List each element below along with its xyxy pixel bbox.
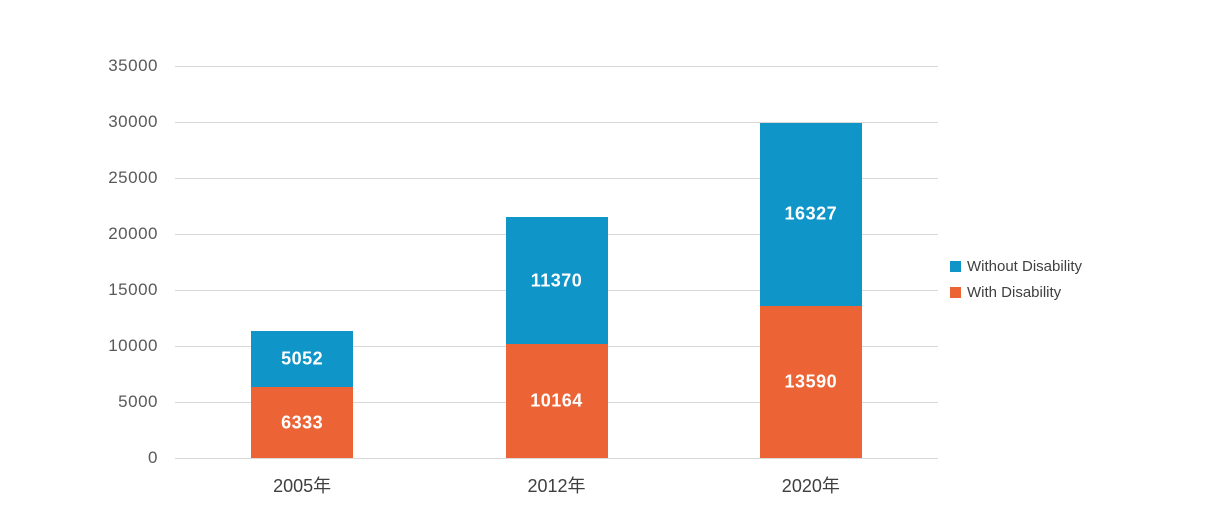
y-tick-label: 15000 bbox=[108, 280, 158, 299]
bar-segment: 11370 bbox=[505, 216, 608, 345]
x-tick-label: 2012年 bbox=[527, 476, 586, 496]
legend-item: Without Disability bbox=[950, 258, 1082, 275]
legend: Without Disability With Disability bbox=[950, 258, 1082, 301]
y-axis: 0 5000 10000 15000 20000 25000 30000 35000 bbox=[0, 56, 158, 467]
y-tick-label: 5000 bbox=[118, 392, 158, 411]
bar-segment: 6333 bbox=[251, 387, 354, 458]
y-tick-label: 35000 bbox=[108, 56, 158, 75]
data-label: 13590 bbox=[784, 371, 838, 392]
data-label: 16327 bbox=[784, 203, 838, 224]
bar-segment: 10164 bbox=[505, 344, 608, 458]
data-label: 10164 bbox=[530, 390, 583, 411]
data-label: 5052 bbox=[281, 348, 324, 369]
data-label: 11370 bbox=[530, 270, 583, 290]
y-tick-label: 30000 bbox=[108, 112, 158, 131]
gridline bbox=[175, 458, 938, 459]
gridline bbox=[175, 66, 938, 67]
legend-label: Without Disability bbox=[967, 258, 1083, 275]
y-tick-label: 0 bbox=[148, 448, 158, 467]
plot-area: 6333 5052 10164 11370 13590 16327 bbox=[175, 66, 938, 459]
legend-swatch-icon bbox=[950, 287, 961, 298]
y-tick-label: 25000 bbox=[108, 168, 158, 187]
legend-swatch-icon bbox=[950, 261, 961, 272]
bar-2005年: 6333 5052 bbox=[251, 330, 354, 458]
y-tick-label: 10000 bbox=[108, 336, 158, 355]
bar-segment: 13590 bbox=[759, 305, 862, 458]
legend-item: With Disability bbox=[950, 284, 1082, 301]
x-tick-label: 2005年 bbox=[273, 476, 332, 496]
data-label: 6333 bbox=[281, 412, 324, 433]
gridline bbox=[175, 178, 938, 179]
bar-segment: 5052 bbox=[251, 330, 354, 388]
gridline bbox=[175, 122, 938, 123]
bar-2012年: 10164 11370 bbox=[505, 216, 608, 458]
x-tick-label: 2020年 bbox=[781, 476, 840, 496]
bar-2020年: 13590 16327 bbox=[759, 122, 862, 458]
y-tick-label: 20000 bbox=[108, 224, 158, 243]
x-axis: 2005年 2012年 2020年 bbox=[175, 472, 938, 502]
legend-label: With Disability bbox=[967, 284, 1062, 301]
bar-segment: 16327 bbox=[759, 122, 862, 306]
